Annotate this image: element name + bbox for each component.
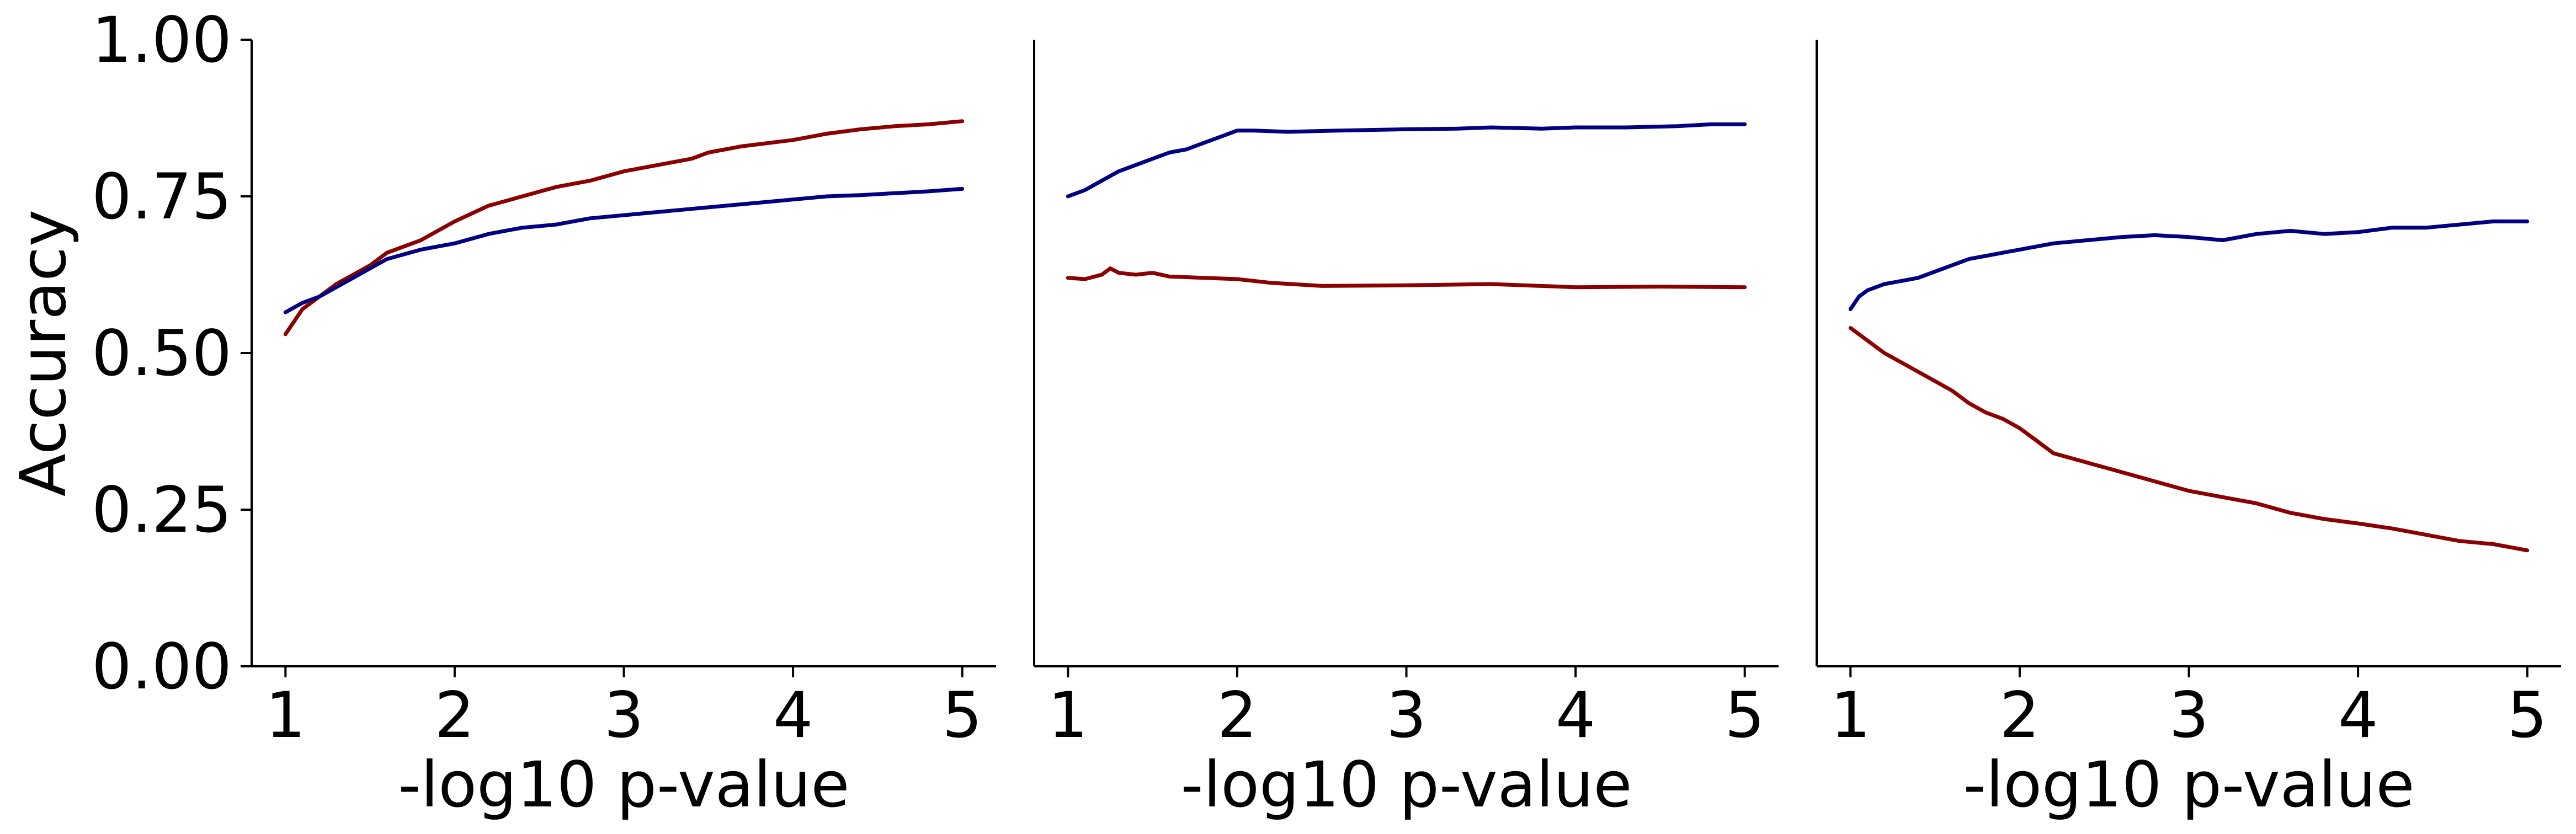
x-tick-label: 4 [773,678,813,752]
panel-left: 1 2 3 4 5 0.00 0.25 0.50 0.75 1.00 -log10 p-value A… [7,3,996,821]
blue-series-line [1848,219,2530,311]
blue-series-line [1066,122,1747,199]
red-series-line [1848,326,2530,553]
panel-middle: 1 2 3 4 5 -log10 p-value [1033,40,1779,821]
y-tick-label: 0.25 [92,473,232,547]
y-tick-label: 0.75 [92,160,232,233]
x-axis-label: -log10 p-value [398,748,849,821]
x-tick-label: 2 [435,678,475,752]
x-tick-label: 4 [1556,678,1596,752]
x-axis-label: -log10 p-value [1963,748,2414,821]
x-tick-label: 4 [2338,678,2378,752]
x-tick-label: 1 [1048,678,1088,752]
x-tick-label: 3 [604,678,644,752]
x-tick-label: 1 [1830,678,1871,752]
x-axis-label: -log10 p-value [1180,748,1632,821]
y-axis-label: Accuracy [7,210,80,496]
x-tick-label: 5 [2507,678,2547,752]
y-tick-label: 1.00 [92,3,232,77]
x-tick-label: 5 [1725,678,1765,752]
x-tick-label: 5 [942,678,982,752]
x-tick-label: 2 [1217,678,1258,752]
x-tick-label: 3 [1386,678,1427,752]
x-tick-label: 3 [2169,678,2209,752]
red-series-line [1066,266,1747,290]
red-series-line [283,119,965,336]
x-tick-label: 1 [265,678,306,752]
panel-right: 1 2 3 4 5 -log10 p-value [1816,40,2561,821]
blue-series-line [283,186,965,314]
y-tick-label: 0.00 [92,630,232,703]
y-tick-label: 0.50 [92,317,232,390]
x-tick-label: 2 [2000,678,2040,752]
